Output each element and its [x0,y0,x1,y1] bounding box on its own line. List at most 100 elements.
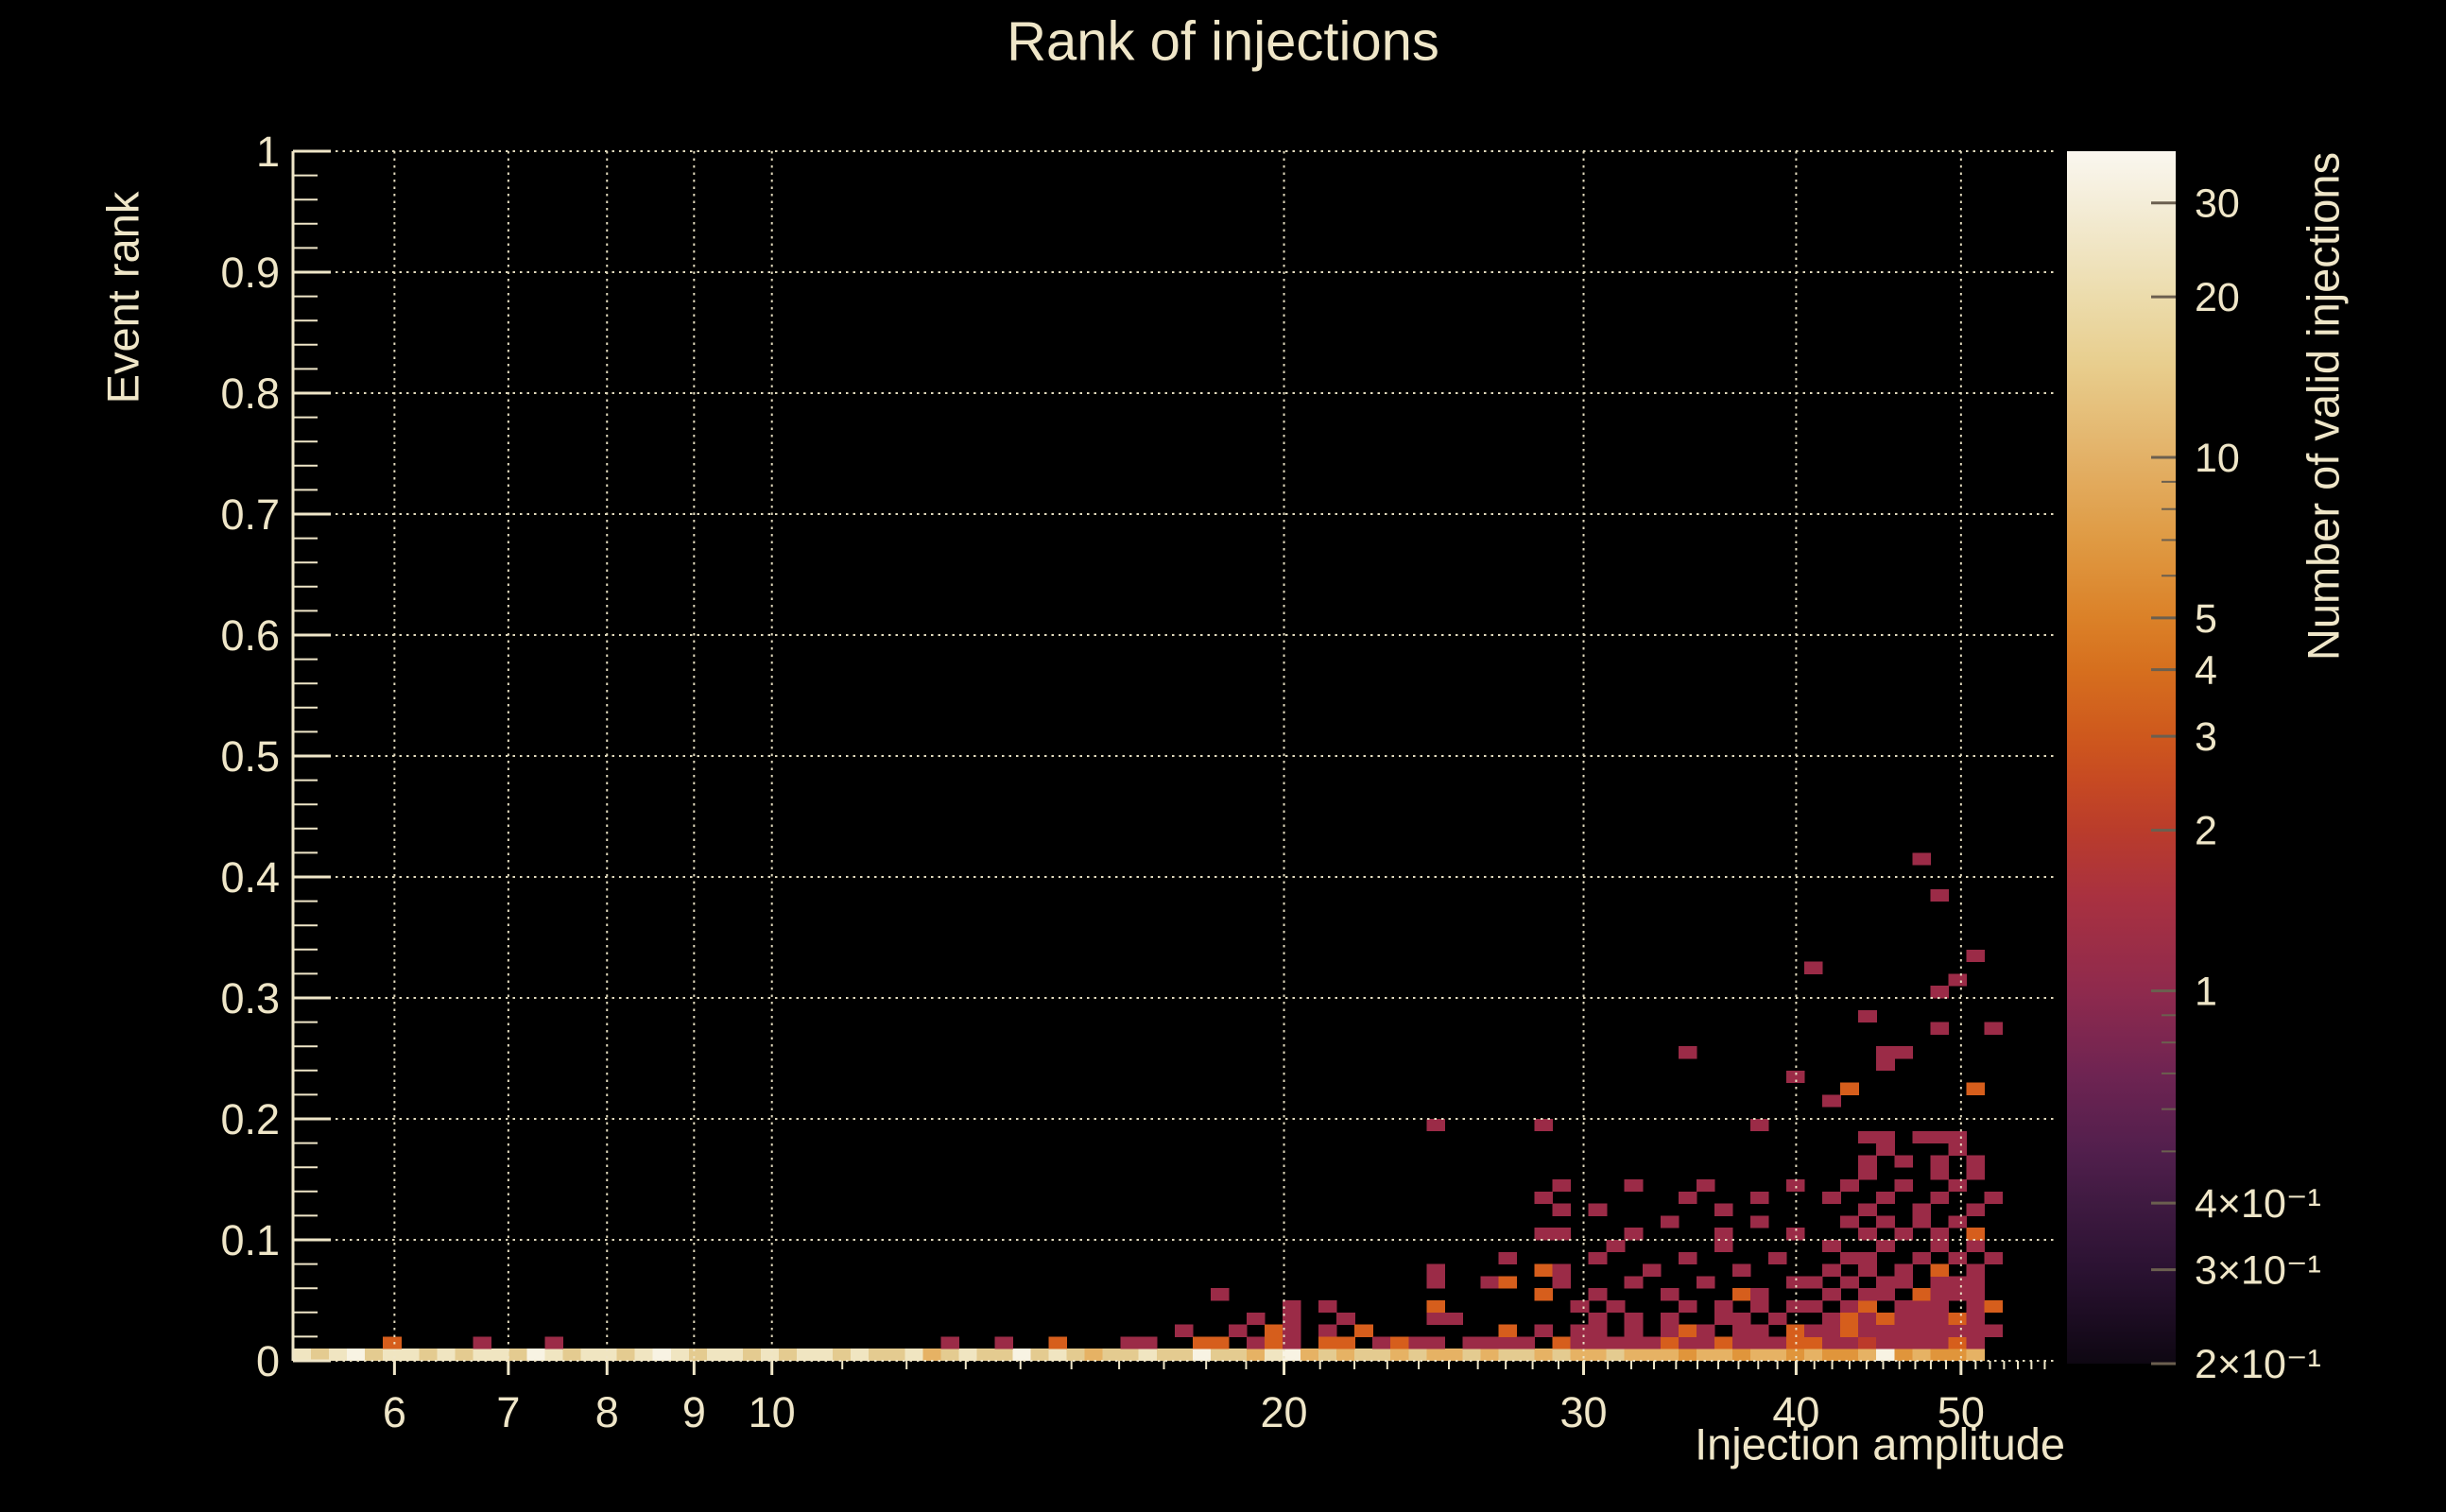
heatmap-cell [1426,1336,1445,1349]
heatmap-cell [1552,1203,1572,1216]
heatmap-cell [1876,1324,1895,1337]
x-tick-labels: 6 7 8 9 10 20 30 40 50 [383,1388,1985,1436]
heatmap-cell [1624,1276,1644,1289]
heatmap-cell [1822,1336,1841,1349]
heatmap-cell [1283,1324,1301,1337]
heatmap-band-cell [1570,1349,1590,1361]
y-tick-label: 0.6 [220,611,280,660]
heatmap-cell [1966,1082,1986,1095]
heatmap-band-cell [544,1349,564,1361]
heatmap-cell [1948,1130,1968,1143]
heatmap-cell [1912,1336,1931,1349]
heatmap-cell [1714,1300,1733,1314]
heatmap-band-cell [778,1349,798,1361]
heatmap-band-cell [1948,1349,1968,1361]
heatmap-cell [1588,1336,1608,1349]
colorbar-tick-label: 10 [2195,436,2240,481]
heatmap-cell [1912,1300,1931,1314]
heatmap-band-cell [1372,1349,1391,1361]
heatmap-cell [1894,1336,1913,1349]
heatmap-cell [1912,1312,1931,1325]
heatmap-cell [1534,1263,1554,1277]
heatmap-cell [1876,1312,1895,1325]
heatmap-cell [1930,1191,1949,1204]
heatmap-band-cell [670,1349,690,1361]
heatmap-cell [1930,1336,1949,1349]
y-tick-label: 0.8 [220,369,280,418]
heatmap-cell [1749,1324,1769,1337]
heatmap-band-cell [1606,1349,1626,1361]
heatmap-cell [1858,1336,1877,1349]
heatmap-band-cell [1426,1349,1445,1361]
heatmap-band-cell [1516,1349,1536,1361]
heatmap-band-cell [508,1349,528,1361]
heatmap-cell [1948,1336,1968,1349]
heatmap-band-cell [580,1349,600,1361]
heatmap-cell [1894,1179,1913,1193]
heatmap-cell [1930,1167,1949,1180]
heatmap-cell [1786,1276,1805,1289]
heatmap-cell [1804,1324,1823,1337]
heatmap-band-cell [562,1349,582,1361]
heatmap-band-cell [1246,1349,1266,1361]
heatmap-cell [1426,1312,1445,1325]
heatmap-band-cell [833,1349,852,1361]
heatmap-cell [1714,1312,1733,1325]
heatmap-band-cell [473,1349,492,1361]
heatmap-band-cell [1660,1349,1679,1361]
heatmap-cell [1768,1251,1787,1264]
heatmap-band-cell [1768,1349,1787,1361]
heatmap-cell [1966,1228,1986,1241]
heatmap-cell [1714,1336,1733,1349]
heatmap-cell [1336,1336,1355,1349]
heatmap-cell [1624,1336,1644,1349]
heatmap-band-cell [760,1349,780,1361]
heatmap-cell [1984,1251,2004,1264]
heatmap-cell [1840,1215,1859,1228]
colorbar-tick-label: 1 [2195,969,2217,1014]
x-tick-label: 50 [1938,1388,1985,1436]
heatmap-cell [1966,1312,1986,1325]
heatmap-band-cell [887,1349,905,1361]
heatmap-cell [1642,1336,1662,1349]
heatmap-cell [1570,1324,1590,1337]
colorbar [2067,151,2176,1364]
heatmap-cell [1840,1251,1859,1264]
colorbar-tick-label: 3×10⁻¹ [2195,1248,2321,1294]
heatmap-band-cell [1858,1349,1877,1361]
heatmap-band-cell [1876,1349,1895,1361]
heatmap-cell [1930,1155,1949,1168]
x-axis-title: Injection amplitude [1695,1418,2065,1469]
heatmap-cell [1966,1300,1986,1314]
colorbar-tick-label: 20 [2195,275,2240,320]
x-tick-label: 6 [383,1388,406,1436]
y-tick-label: 1 [256,128,280,176]
heatmap-band-cell [1444,1349,1463,1361]
heatmap-cell [1516,1336,1536,1349]
heatmap-cell [1876,1240,1895,1253]
heatmap-band-cell [311,1349,330,1361]
heatmap-cell [1552,1276,1572,1289]
heatmap-cell [1966,1155,1986,1168]
heatmap-cell [1912,1203,1931,1216]
heatmap-cell [1768,1312,1787,1325]
heatmap-cell [1534,1228,1554,1241]
heatmap-band-cell [1301,1349,1319,1361]
heatmap-cell [1930,1240,1949,1253]
heatmap-band-cell [1498,1349,1518,1361]
heatmap-cell [1840,1324,1859,1337]
heatmap-cell [1858,1130,1877,1143]
heatmap-cell [1660,1288,1679,1301]
heatmap-cell [1840,1082,1859,1095]
heatmap-cell [1912,1288,1931,1301]
colorbar-title: Number of valid injections [2298,151,2349,662]
heatmap-band-cell [1156,1349,1176,1361]
heatmap-cell [1210,1336,1230,1349]
x-tick-label: 30 [1559,1388,1607,1436]
heatmap-cell [1588,1288,1608,1301]
heatmap-cell [1948,1312,1968,1325]
heatmap-cell [1696,1179,1715,1193]
heatmap-band-cell [652,1349,672,1361]
